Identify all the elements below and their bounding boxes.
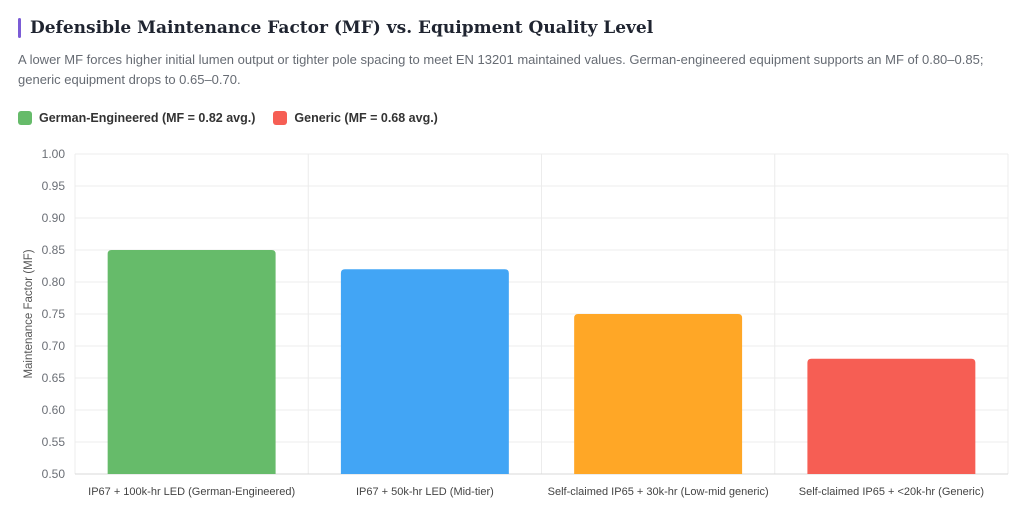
- legend-label-german: German-Engineered (MF = 0.82 avg.): [39, 111, 256, 125]
- y-tick-label: 0.80: [42, 275, 66, 289]
- y-tick-label: 0.85: [42, 243, 66, 257]
- y-axis-label: Maintenance Factor (MF): [23, 249, 35, 378]
- y-tick-label: 0.65: [42, 371, 66, 385]
- y-tick-label: 0.70: [42, 339, 66, 353]
- legend-swatch-generic: [273, 111, 288, 125]
- x-category-label: IP67 + 100k-hr LED (German-Engineered): [88, 486, 295, 498]
- bar-3[interactable]: [574, 314, 743, 474]
- legend-item-generic[interactable]: Generic (MF = 0.68 avg.): [273, 111, 438, 125]
- bars: [107, 250, 976, 474]
- bar-4[interactable]: [807, 358, 976, 474]
- x-category-label: IP67 + 50k-hr LED (Mid-tier): [356, 486, 494, 498]
- y-axis-ticks: 0.50 0.55 0.60 0.65 0.70 0.75 0.80 0.85 0.90 0.95…: [42, 147, 66, 481]
- y-tick-label: 1.00: [42, 147, 66, 161]
- legend: German-Engineered (MF = 0.82 avg.) Gener…: [18, 111, 456, 125]
- bar-1[interactable]: [107, 250, 276, 474]
- legend-label-generic: Generic (MF = 0.68 avg.): [294, 111, 438, 125]
- y-tick-label: 0.55: [42, 435, 66, 449]
- legend-swatch-german: [18, 111, 32, 125]
- bar-2[interactable]: [340, 269, 509, 474]
- legend-item-german[interactable]: German-Engineered (MF = 0.82 avg.): [18, 111, 255, 125]
- title-accent-bar: [18, 18, 21, 38]
- y-tick-label: 0.50: [42, 467, 66, 481]
- y-tick-label: 0.75: [42, 307, 66, 321]
- y-tick-label: 0.90: [42, 211, 66, 225]
- y-tick-label: 0.95: [42, 179, 66, 193]
- chart-subtitle: A lower MF forces higher initial lumen o…: [18, 52, 984, 87]
- chart-title: Defensible Maintenance Factor (MF) vs. E…: [30, 18, 654, 38]
- x-category-label: Self-claimed IP65 + <20k-hr (Generic): [799, 486, 984, 498]
- chart-title-group: Defensible Maintenance Factor (MF) vs. E…: [18, 17, 653, 39]
- x-category-label: Self-claimed IP65 + 30k-hr (Low-mid gene…: [548, 486, 769, 498]
- y-tick-label: 0.60: [42, 403, 66, 417]
- x-axis-categories: IP67 + 100k-hr LED (German-Engineered) IP…: [88, 486, 984, 498]
